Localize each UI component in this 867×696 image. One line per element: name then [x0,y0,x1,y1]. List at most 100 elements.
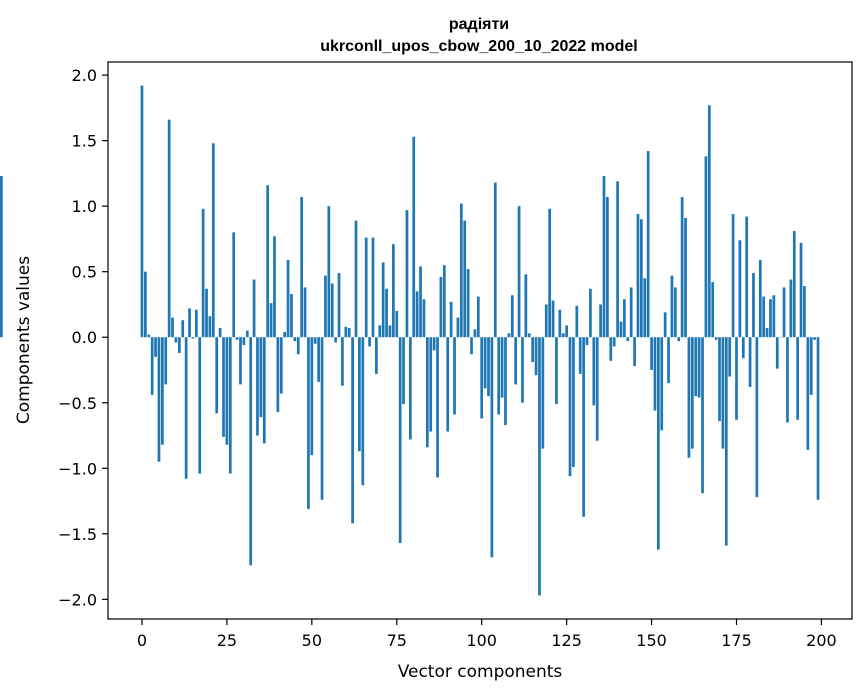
x-tick-label: 100 [466,631,497,650]
x-tick-label: 0 [137,631,147,650]
bar-129 [578,337,582,374]
bar-96 [466,269,470,338]
bar-62 [351,337,354,524]
bar-195 [803,286,806,338]
bar-146 [636,214,640,338]
x-tick-label: 75 [387,631,407,650]
bar-18 [201,208,205,338]
bar-100 [480,337,484,419]
bar-121 [551,300,555,338]
bar-140 [616,181,619,338]
x-tick-label: 50 [302,631,322,650]
x-tick-label: 125 [551,631,582,650]
bar-111 [517,206,521,338]
bar-119 [544,304,548,338]
bar-158 [677,337,681,342]
y-axis-label: Components values [14,256,34,424]
bar-15 [191,337,195,339]
bar-108 [507,333,511,338]
x-axis: 0 25 50 75 100 125 150 175 200 [137,619,837,650]
bar-84 [425,337,429,448]
bar-157 [673,287,677,338]
bar-33 [252,279,256,338]
bar-143 [626,337,630,342]
bar-199 [816,337,820,500]
bar-17 [198,337,202,474]
bar-122 [555,337,558,405]
bar-8 [167,119,171,338]
bar-13 [184,337,188,479]
bar-6 [161,337,164,445]
y-tick-label: 1.5 [72,132,97,151]
bar-3 [150,337,154,395]
bar-49 [307,337,310,509]
bar-59 [341,337,344,386]
bar-112 [521,337,524,403]
bar-95 [463,220,467,338]
bar-138 [609,337,613,361]
bar-71 [381,262,385,338]
x-tick-label: 200 [806,631,837,650]
bar-162 [690,337,694,449]
bar-198 [813,337,816,340]
bar-115 [531,337,535,363]
bar-54 [324,275,327,338]
bar-190 [786,337,789,423]
bar-38 [269,303,273,338]
bar-44 [290,293,293,338]
bar-186 [772,295,776,338]
bar-161 [687,337,691,458]
bar-73 [388,325,392,338]
bar-99 [476,296,480,338]
bar-64 [358,337,361,452]
bar-170 [718,337,721,422]
bar-72 [385,288,388,338]
bar-124 [561,333,565,338]
bar-65 [361,337,365,486]
bar-21 [211,143,215,338]
bar-10 [174,337,178,343]
bar-135 [599,304,602,338]
bar-28 [235,337,239,340]
bar-82 [419,266,422,338]
bar-196 [806,337,810,450]
bar-120 [548,208,551,338]
y-axis: −2.0 −1.5 −1.0 −0.5 0.0 0.5 1.0 1.5 2.0 [58,66,108,609]
bar-90 [446,337,450,432]
bar-22 [215,337,219,414]
bar-114 [527,333,531,338]
bar-26 [228,337,232,474]
bar-48 [303,287,307,338]
bar-151 [653,337,657,411]
bar-139 [612,337,616,347]
bar-156 [670,275,674,338]
bar-168 [711,282,715,338]
bar-176 [738,240,742,338]
bar-66 [364,237,368,338]
bar-189 [782,287,786,338]
y-tick-label: −1.5 [58,525,97,544]
bar-68 [371,237,375,338]
bar-175 [735,337,738,420]
bar-36 [262,337,266,444]
bar-47 [300,196,303,338]
bar-149 [646,151,650,338]
bar-184 [765,328,769,338]
bar-92 [453,337,456,415]
bar-194 [799,242,803,338]
bar-37 [266,185,270,338]
bar-180 [752,273,755,338]
bar-163 [694,337,698,397]
bar-86 [432,337,436,351]
bar-127 [572,337,575,467]
bar-144 [629,287,633,338]
bar-117 [538,337,541,596]
bar-128 [575,305,579,338]
bar-106 [500,337,504,398]
bar-23 [218,328,222,338]
bar-24 [222,337,225,437]
bar-101 [483,337,487,389]
bar-171 [721,337,725,449]
bar-32 [249,337,253,566]
